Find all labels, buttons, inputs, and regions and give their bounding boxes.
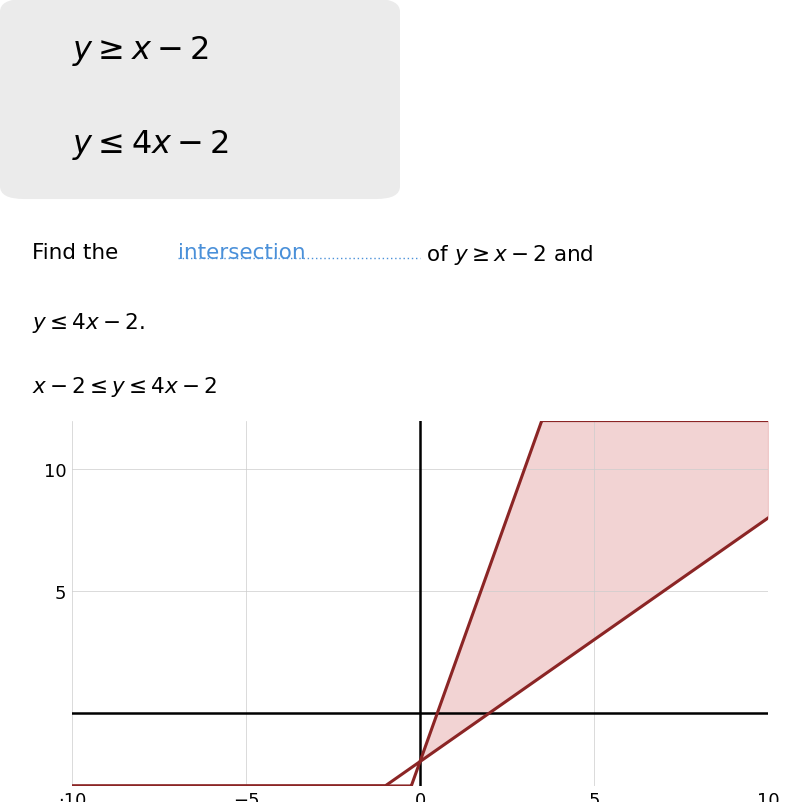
Text: of $y \geq x - 2$ and: of $y \geq x - 2$ and xyxy=(420,242,594,266)
Text: $x - 2 \leq y \leq 4x - 2$: $x - 2 \leq y \leq 4x - 2$ xyxy=(32,374,218,398)
Text: $y \leq 4x - 2$.: $y \leq 4x - 2$. xyxy=(32,310,145,334)
Text: Find the: Find the xyxy=(32,242,125,262)
FancyBboxPatch shape xyxy=(0,0,400,200)
Text: $y \leq 4x - 2$: $y \leq 4x - 2$ xyxy=(72,128,229,161)
Text: intersection: intersection xyxy=(178,242,306,262)
Text: $y \geq x - 2$: $y \geq x - 2$ xyxy=(72,34,209,68)
